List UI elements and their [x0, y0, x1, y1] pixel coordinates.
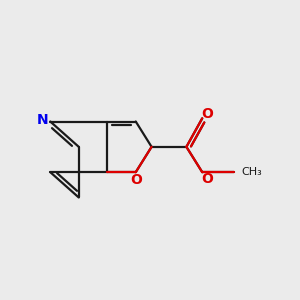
- Text: O: O: [130, 173, 142, 187]
- Text: CH₃: CH₃: [242, 167, 262, 177]
- Text: N: N: [37, 113, 48, 127]
- Text: O: O: [201, 106, 213, 121]
- Text: O: O: [201, 172, 213, 186]
